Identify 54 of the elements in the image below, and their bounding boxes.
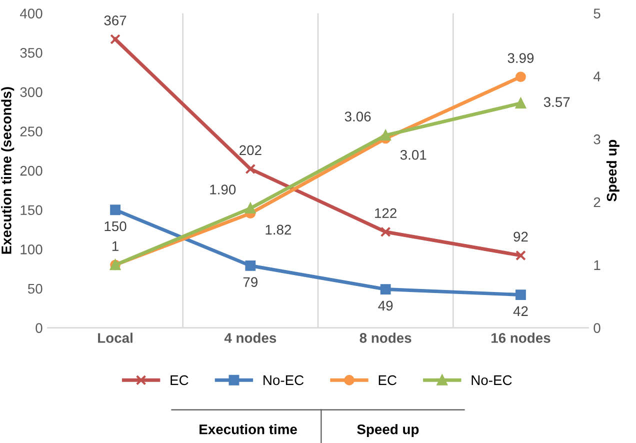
data-label: 92 [514,232,528,242]
y2-tick-label: 4 [593,72,600,82]
x-tick-label: Local [98,332,132,343]
y-tick-label: 350 [20,48,42,58]
point [516,290,526,300]
y2-tick-label: 3 [594,134,600,144]
y-tick-label: 400 [20,8,42,18]
legend-label: EC [378,375,396,386]
point [110,204,120,216]
y2-tick-label: 1 [594,260,600,270]
point [516,98,526,108]
text: Execution time [200,424,297,434]
point [380,130,391,141]
y-tick-label: 50 [28,284,42,294]
data-label: 1.90 [210,184,236,194]
y-tick-label: 200 [20,166,42,176]
data-label: 3.99 [508,53,534,63]
text: Speed up [357,424,419,438]
point [245,203,256,214]
y2-tick-label: 5 [594,8,600,18]
point [516,72,526,82]
point [380,284,391,294]
x-tick-label: 4 nodes [224,332,276,343]
point [380,226,391,238]
data-label: 367 [104,16,126,26]
data-label: 3.06 [344,112,371,122]
point [245,164,256,174]
data-label: 3.57 [544,97,570,107]
data-label: 122 [375,208,396,218]
data-label: 42 [513,306,528,316]
y-tick-label: 300 [20,87,42,98]
data-label: 49 [378,300,393,311]
point [245,260,256,271]
data-label: 202 [240,145,262,156]
y-axis-title: Execution time (seconds) [1,87,14,254]
point [110,34,120,44]
y2-tick-label: 2 [594,197,600,208]
data-label: 79 [243,277,258,288]
y-tick-label: 150 [20,205,42,216]
data-label: 1.82 [266,224,292,235]
data-label: 1 [112,241,118,251]
data-label: 3.01 [400,150,426,160]
y-tick-label: 250 [20,126,42,136]
y2-axis-title: Speed up [606,140,620,202]
y-tick-label: 0 [36,323,42,333]
data-label: 150 [104,221,126,232]
x-tick-label: 16 nodes [492,332,550,343]
legend-label: EC [170,375,188,386]
legend-label: No-EC [472,375,512,386]
y-tick-label: 100 [20,244,42,254]
point [516,250,526,261]
x-tick-label: 8 nodes [360,332,412,343]
legend-label: No-EC [264,375,304,386]
y2-tick-label: 0 [594,323,600,333]
